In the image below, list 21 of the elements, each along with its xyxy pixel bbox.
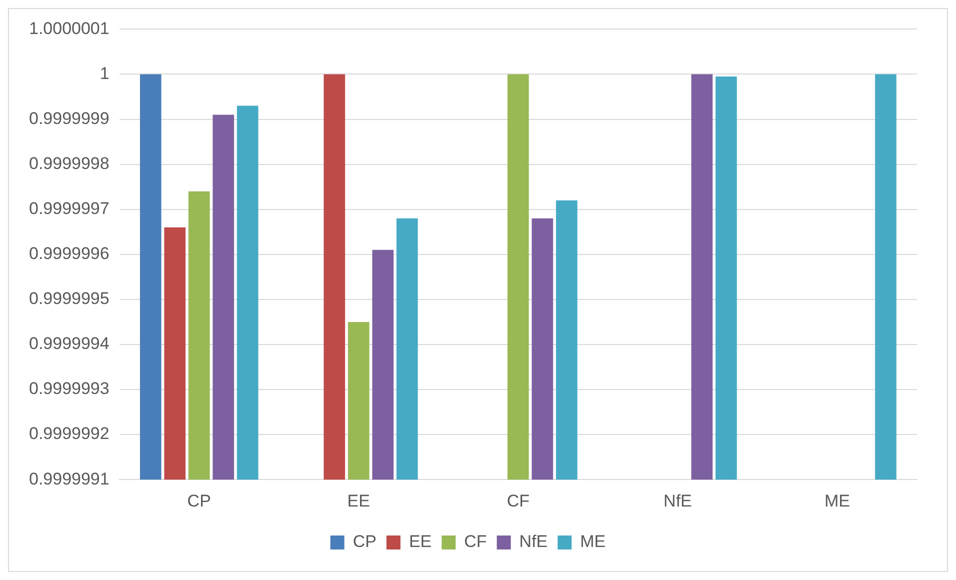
y-tick-label: 1 [100,64,110,83]
y-tick-label: 0.9999994 [28,334,110,354]
legend-label: CP [352,532,376,552]
x-tick-label: EE [347,491,370,510]
y-tick-label: 0.9999998 [28,154,110,174]
legend-label: EE [408,532,432,552]
x-tick-label: CP [187,491,211,510]
y-tick-label: 0.9999993 [28,379,110,398]
legend-label: CF [464,532,487,552]
y-tick-label: 0.9999996 [28,244,110,264]
y-tick-label: 0.9999992 [28,424,110,444]
x-tick-label: ME [824,491,850,510]
legend-label: ME [580,532,606,552]
y-tick-label: 0.9999995 [28,289,110,308]
x-tick-label: CF [506,491,530,510]
y-tick-label: 0.9999999 [28,108,110,128]
y-tick-label: 1.0000001 [28,18,110,38]
y-tick-label: 0.9999997 [28,199,110,218]
legend-label: NfE [519,532,548,552]
y-tick-label: 0.9999991 [28,469,110,488]
x-tick-label: NfE [664,491,692,510]
